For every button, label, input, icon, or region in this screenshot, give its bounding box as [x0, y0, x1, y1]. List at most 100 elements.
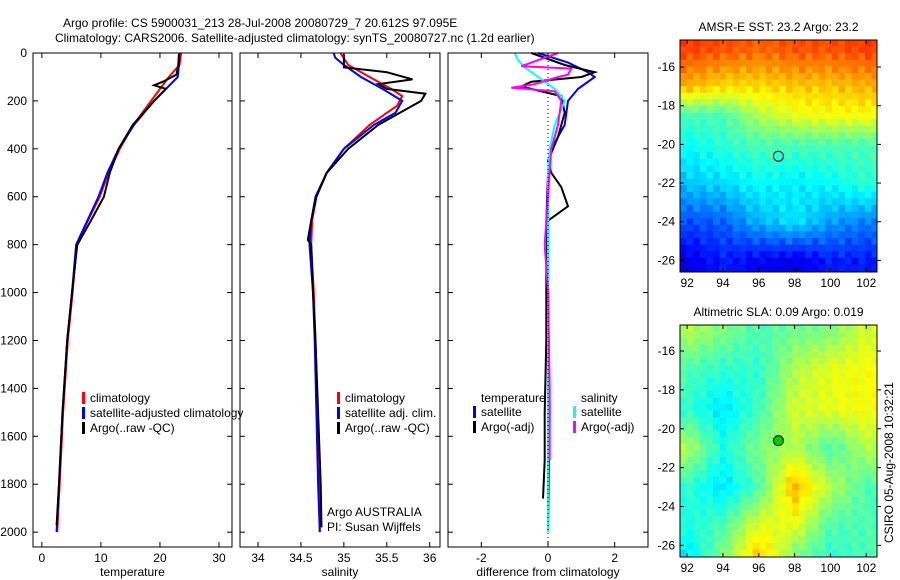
heatmap-cell [752, 325, 760, 332]
heatmap-cell [818, 397, 826, 405]
heatmap-cell [739, 211, 747, 219]
legend-header-temperature: temperature [481, 391, 546, 405]
heatmap-cell [680, 338, 687, 346]
heatmap-cell [686, 112, 694, 120]
heatmap-cell [864, 218, 872, 226]
heatmap-cell [785, 106, 793, 113]
heatmap-cell [765, 145, 773, 153]
heatmap-cell [699, 251, 707, 259]
heatmap-cell [746, 490, 753, 497]
heatmap-cell [706, 244, 714, 252]
heatmap-cell [858, 86, 866, 94]
heatmap-cell [805, 344, 813, 352]
heatmap-cell [838, 404, 846, 412]
heatmap-cell [706, 73, 714, 80]
heatmap-cell [686, 172, 694, 179]
heatmap-cell [858, 470, 866, 478]
heatmap-cell [746, 198, 753, 206]
heatmap-cell [752, 516, 760, 524]
heatmap-cell [864, 450, 872, 458]
heatmap-cell [765, 231, 773, 239]
heatmap-cell [792, 119, 800, 127]
x-tick-label: 96 [752, 276, 766, 290]
heatmap-cell [792, 158, 800, 166]
heatmap-cell [851, 119, 859, 127]
heatmap-cell [858, 224, 866, 232]
heatmap-cell [759, 536, 767, 544]
heatmap-cell [772, 523, 780, 530]
heatmap-cell [759, 450, 767, 458]
heatmap-cell [792, 536, 800, 544]
heatmap-cell [746, 496, 753, 504]
heatmap-cell [686, 132, 694, 140]
heatmap-cell [739, 125, 747, 133]
heatmap-cell [792, 257, 800, 265]
heatmap-cell [680, 430, 687, 438]
heatmap-cell [825, 536, 833, 544]
heatmap-cell [871, 218, 878, 226]
heatmap-cell [864, 132, 872, 140]
heatmap-cell [858, 264, 866, 272]
heatmap-cell [798, 404, 806, 412]
heatmap-cell [746, 331, 753, 339]
heatmap-cell [719, 516, 727, 524]
heatmap-cell [693, 158, 701, 166]
heatmap-cell [759, 358, 767, 365]
heatmap-cell [812, 331, 819, 339]
heatmap-cell [851, 542, 859, 550]
heatmap-cell [845, 331, 852, 339]
series-line-argo-raw-qc- [306, 54, 428, 528]
heatmap-cell [838, 73, 846, 80]
heatmap-cell [825, 476, 833, 484]
heatmap-cell [713, 172, 720, 179]
heatmap-cell [838, 331, 846, 339]
heatmap-cell [864, 344, 872, 352]
heatmap-cell [680, 371, 687, 379]
heatmap-cell [739, 251, 747, 259]
heatmap-cell [746, 351, 753, 359]
heatmap-cell [812, 132, 819, 140]
heatmap-cell [686, 139, 694, 146]
heatmap-cell [752, 490, 760, 497]
heatmap-cell [706, 496, 714, 504]
heatmap-cell [818, 430, 826, 438]
heatmap-cell [818, 536, 826, 544]
heatmap-cell [825, 238, 833, 245]
heatmap-cell [779, 476, 786, 484]
heatmap-cell [858, 244, 866, 252]
heatmap-cell [726, 99, 734, 107]
heatmap-cell [792, 172, 800, 179]
y-tick-label: 0 [20, 46, 27, 60]
heatmap-cell [825, 404, 833, 412]
heatmap-cell [818, 99, 826, 107]
heatmap-cell [746, 483, 753, 491]
heatmap-cell [713, 344, 720, 352]
heatmap-cell [699, 73, 707, 80]
series-line-satellite-adjusted-climatology [55, 52, 181, 533]
heatmap-cell [719, 503, 727, 511]
heatmap-cell [864, 198, 872, 206]
heatmap-cell [726, 178, 734, 186]
heatmap-cell [713, 86, 720, 94]
heatmap-cell [706, 185, 714, 193]
heatmap-cell [752, 125, 760, 133]
heatmap-cell [699, 338, 707, 346]
heatmap-cell [785, 470, 793, 478]
heatmap-cell [752, 536, 760, 544]
heatmap-cell [798, 338, 806, 346]
heatmap-cell [752, 145, 760, 153]
heatmap-cell [831, 542, 839, 550]
heatmap-cell [752, 542, 760, 550]
x-axis-label: salinity [322, 565, 359, 579]
heatmap-cell [719, 139, 727, 146]
heatmap-cell [798, 53, 806, 61]
heatmap-cell [831, 397, 839, 405]
heatmap-cell [765, 437, 773, 445]
heatmap-cell [864, 325, 872, 332]
heatmap-cell [726, 172, 734, 179]
heatmap-cell [719, 86, 727, 94]
heatmap-cell [845, 529, 852, 537]
heatmap-cell [713, 152, 720, 160]
heatmap-cell [838, 523, 846, 530]
heatmap-cell [739, 59, 747, 67]
